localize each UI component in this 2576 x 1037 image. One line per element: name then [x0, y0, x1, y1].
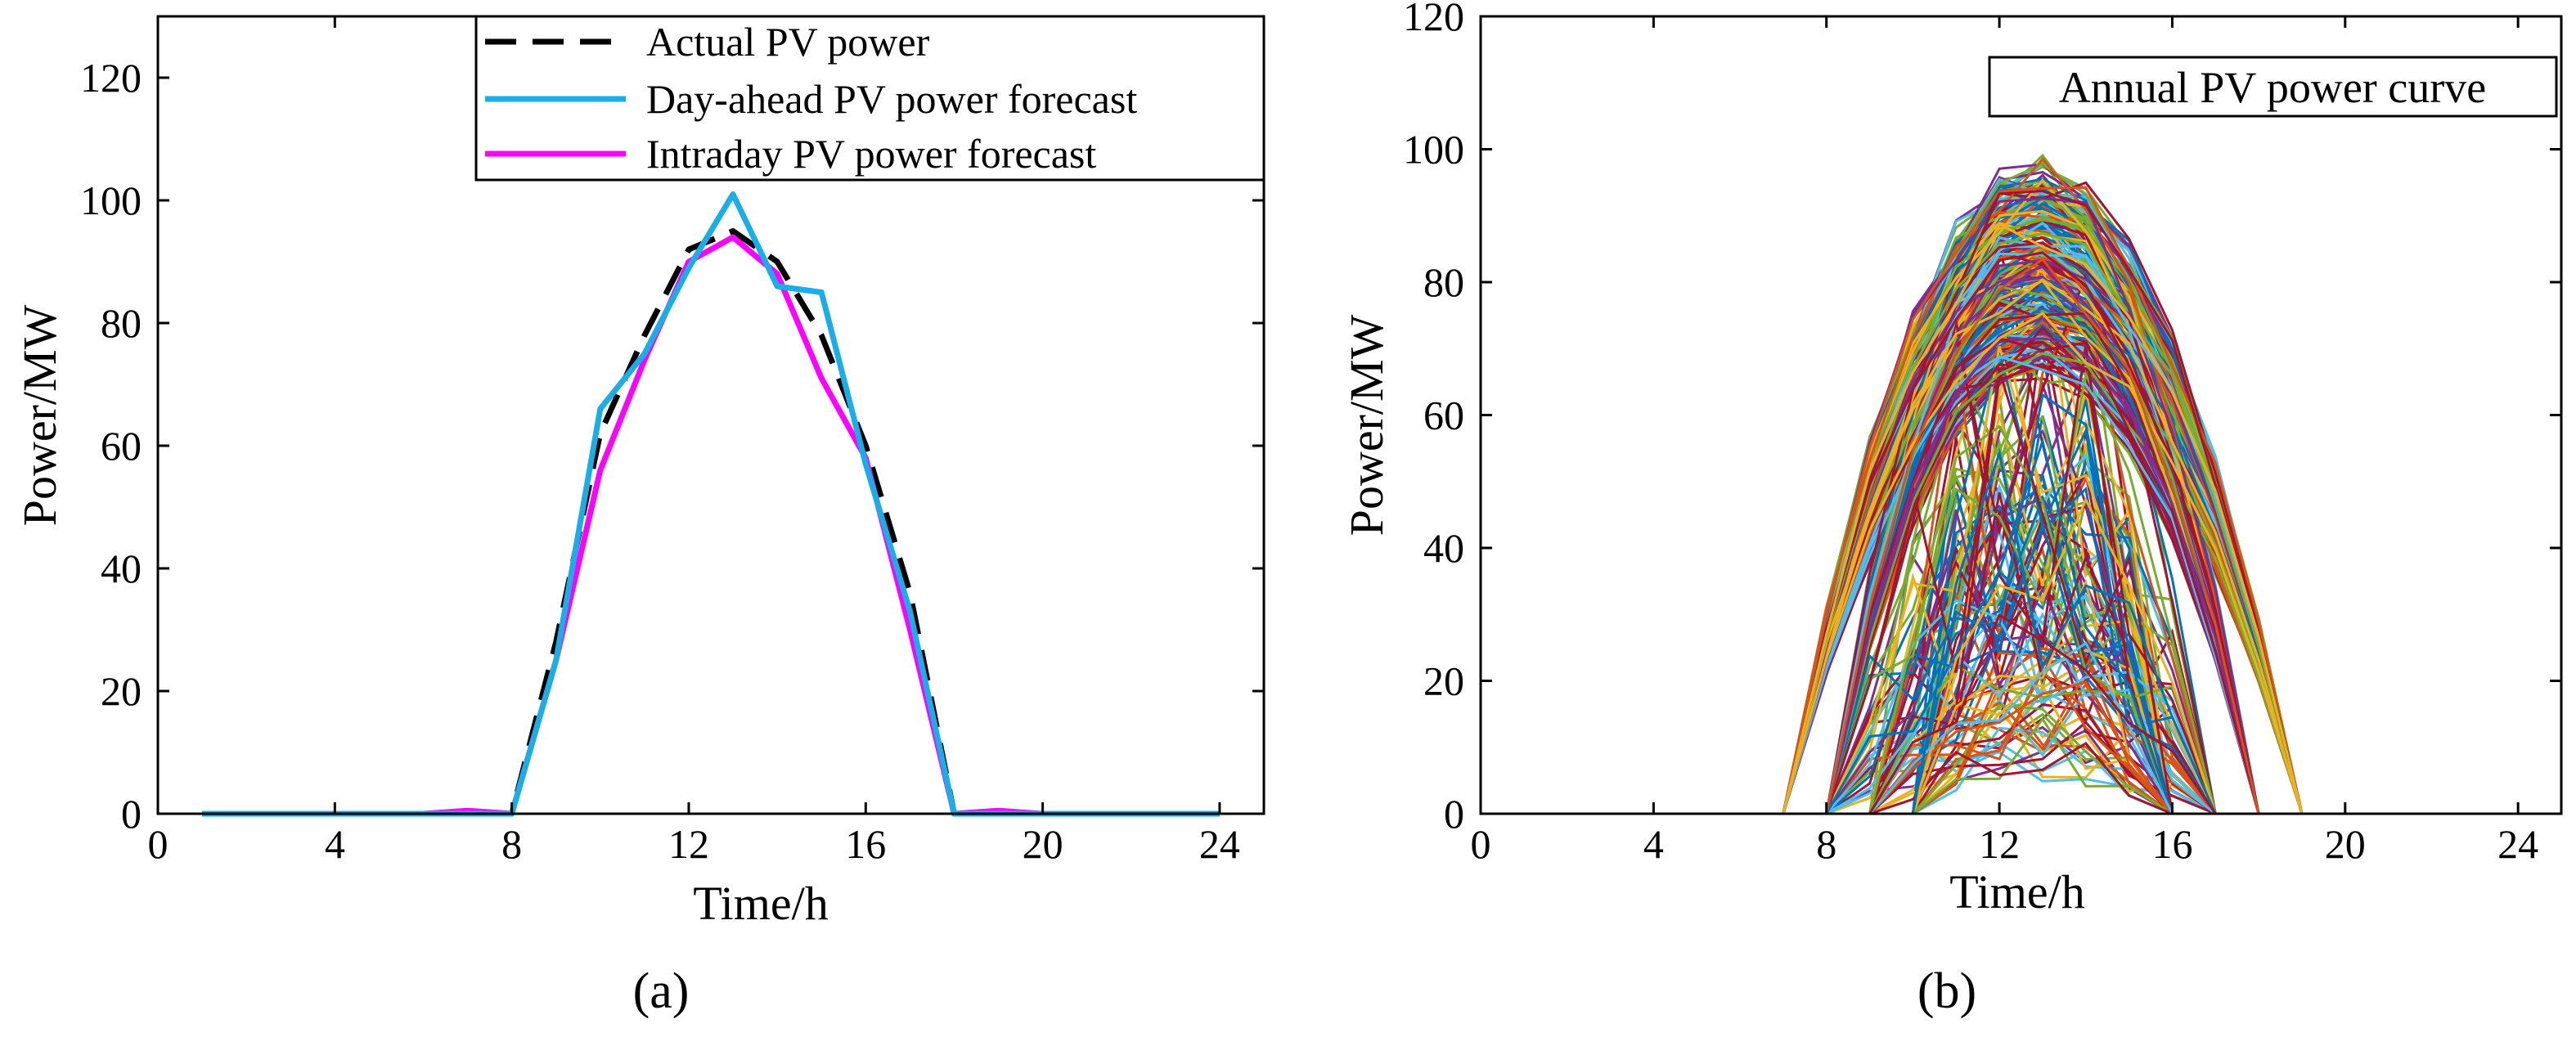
panel-b-chart: 0 4 8 12 16 20 24 0 20 40 60 80 100 120 Time/h Power/… — [1340, 0, 2563, 1019]
panel-a-ytick-label: 120 — [80, 55, 142, 101]
panel-b-xtick-label: 8 — [1816, 821, 1836, 867]
panel-a-xtick-label: 0 — [148, 821, 169, 867]
series-line-day-ahead-pv-power-forecast — [202, 191, 1220, 817]
annual-curve-line — [1523, 741, 2519, 815]
panel-b-xtick-label: 20 — [2325, 821, 2366, 867]
panel-b-ytick-label: 40 — [1423, 525, 1464, 571]
panel-a-ytick-label: 100 — [80, 177, 142, 223]
series-line-intraday-pv-power-forecast — [202, 234, 1220, 817]
panel-b-xtick-label: 16 — [2151, 821, 2192, 867]
panel-a-legend: Actual PV power Day-ahead PV power forec… — [474, 15, 1266, 182]
panel-a-label: (a) — [633, 963, 690, 1019]
panel-b-ytick-label: 100 — [1403, 127, 1464, 173]
panel-a-xtick-label: 4 — [325, 821, 345, 867]
panel-b-title-box — [1988, 56, 2558, 118]
panel-b-xtick-label: 4 — [1643, 821, 1664, 867]
panel-a-xtick-label: 16 — [845, 821, 886, 867]
panel-a-xtick-label: 8 — [501, 821, 522, 867]
panel-b-ytick-label: 20 — [1423, 658, 1464, 704]
panel-b-label: (b) — [1917, 963, 1976, 1019]
panel-b-xtick-label: 0 — [1471, 821, 1491, 867]
panel-b-ytick-label: 0 — [1444, 791, 1464, 837]
panel-b-xtick-label: 24 — [2497, 821, 2538, 867]
panel-b-ytick-label: 80 — [1423, 259, 1464, 305]
panel-a-ylabel: Power/MW — [13, 304, 66, 526]
panel-a-chart: 0 4 8 12 16 20 24 0 20 40 60 80 100 120 Time/h Power/… — [13, 15, 1266, 1019]
annual-curve-line — [1523, 659, 2519, 815]
panel-a-ytick-label: 20 — [101, 668, 142, 714]
legend-label-intraday: Intraday PV power forecast — [646, 131, 1096, 177]
legend-label-actual: Actual PV power — [646, 19, 930, 65]
panel-a-xtick-label: 12 — [668, 821, 709, 867]
panel-b-ticks: 0 4 8 12 16 20 24 0 20 40 60 80 100 120 — [1403, 0, 2561, 867]
panel-b-title: Annual PV power curve — [2059, 63, 2486, 112]
panel-a-xlabel: Time/h — [693, 877, 828, 930]
panel-b-xtick-label: 12 — [1979, 821, 2020, 867]
panel-a-ytick-label: 0 — [121, 791, 142, 837]
panel-a-xtick-label: 20 — [1023, 821, 1063, 867]
panel-b-ylabel: Power/MW — [1340, 314, 1393, 536]
panel-b-series-lines — [1523, 153, 2519, 815]
panel-a-ytick-label: 60 — [101, 423, 142, 469]
annual-curve-line — [1523, 741, 2519, 815]
panel-b-xlabel: Time/h — [1949, 865, 2084, 918]
panel-a-series-lines — [202, 191, 1220, 817]
panel-a-xtick-label: 24 — [1199, 821, 1240, 867]
panel-a-ytick-label: 40 — [101, 545, 142, 591]
panel-b-ytick-label: 60 — [1423, 393, 1464, 438]
panel-b-ytick-label: 120 — [1403, 0, 1464, 39]
legend-label-day-ahead: Day-ahead PV power forecast — [646, 76, 1137, 122]
annual-curve-line — [1523, 660, 2519, 815]
series-line-actual-pv-power — [202, 228, 1220, 817]
panel-a-ytick-label: 80 — [101, 300, 142, 346]
